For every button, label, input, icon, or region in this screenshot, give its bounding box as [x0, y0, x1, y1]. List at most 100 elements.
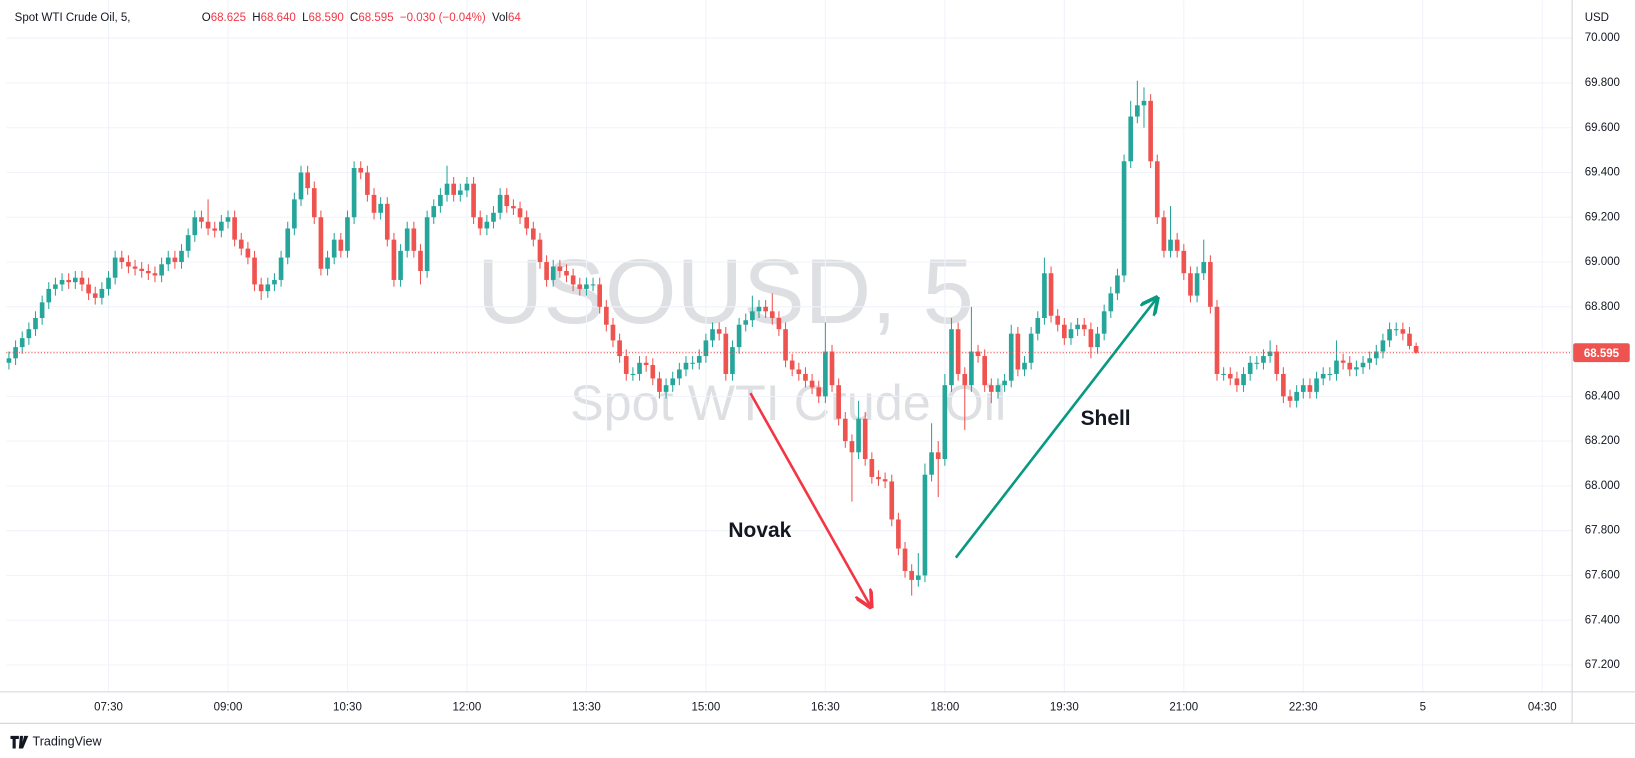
candle-body: [424, 217, 430, 271]
candle-body: [949, 329, 954, 386]
candle-body: [1042, 273, 1047, 319]
candle-body: [829, 351, 835, 386]
candle-body: [225, 217, 231, 222]
candle-body: [6, 358, 12, 363]
candle-body: [325, 257, 330, 269]
candle-body: [464, 183, 470, 191]
candle-body: [590, 284, 596, 286]
candle-body: [1347, 362, 1353, 370]
candle-body: [1161, 217, 1167, 251]
candle-body: [756, 306, 762, 312]
candle-body: [66, 279, 72, 283]
candle-body: [962, 373, 968, 386]
y-tick-label: 69.800: [1585, 77, 1620, 89]
candle-body: [617, 340, 622, 357]
candle-body: [723, 333, 729, 374]
candle-body: [86, 284, 91, 294]
candle-body: [179, 250, 184, 263]
candle-body: [53, 284, 58, 289]
y-tick-label: 69.200: [1585, 211, 1620, 223]
candle-body: [623, 356, 629, 374]
candle-body: [106, 277, 111, 289]
x-tick-label: 04:30: [1528, 702, 1557, 714]
candle-body: [318, 217, 324, 269]
candle-body: [404, 228, 410, 251]
candle-body: [1327, 373, 1333, 376]
ohlc-key: C: [350, 12, 358, 24]
candle-body: [570, 275, 576, 285]
arrow-up: [954, 298, 1157, 559]
candle-body: [1188, 273, 1193, 296]
x-tick-label: 13:30: [572, 702, 601, 714]
candle-body: [265, 284, 271, 292]
candle-body: [1062, 324, 1067, 339]
candle-body: [1267, 351, 1273, 357]
candle-body: [345, 217, 350, 251]
candle-body: [750, 311, 755, 321]
candle-body: [995, 385, 1001, 392]
candle-body: [763, 306, 768, 312]
candle-body: [99, 288, 105, 298]
candle-body: [258, 284, 264, 292]
candle-body: [902, 548, 908, 571]
candle-body: [670, 378, 676, 386]
candle-body: [544, 262, 549, 280]
candle-body: [1227, 373, 1233, 379]
x-tick-label: 10:30: [333, 702, 362, 714]
brand-logo[interactable]: [10, 735, 29, 749]
candle-body: [1002, 380, 1007, 386]
candle-body: [278, 257, 284, 280]
candle-body: [663, 385, 669, 392]
candle-body: [1320, 373, 1326, 379]
candle-body: [577, 284, 583, 289]
candle-body: [126, 262, 131, 267]
candle-body: [882, 479, 888, 482]
candle-body: [1334, 360, 1339, 374]
y-tick-label: 68.200: [1585, 435, 1620, 447]
candle-body: [192, 217, 198, 236]
candle-body: [1221, 373, 1226, 376]
candle-body: [298, 172, 304, 200]
candle-body: [657, 378, 662, 392]
candle-body: [1068, 329, 1074, 339]
candle-body: [59, 279, 65, 285]
candle-body: [245, 248, 251, 258]
candle-body: [238, 239, 244, 249]
candle-body: [1168, 239, 1173, 251]
candle-body: [112, 257, 118, 278]
candle-body: [1314, 378, 1319, 392]
candle-body: [803, 373, 808, 381]
watermark-subtitle: Spot WTI Crude Oil: [570, 374, 1006, 431]
candle-body: [1101, 311, 1107, 334]
candle-body: [418, 250, 423, 271]
candle-body: [1128, 116, 1134, 162]
candle-body: [842, 418, 848, 442]
candle-body: [431, 206, 437, 218]
candle-body: [1135, 105, 1140, 117]
candle-body: [557, 266, 563, 271]
x-tick-label: 18:00: [930, 702, 959, 714]
candle-body: [789, 360, 795, 370]
candle-body: [199, 217, 204, 222]
candle-body: [537, 239, 543, 263]
candle-body: [1300, 385, 1306, 392]
candle-body: [1015, 333, 1021, 370]
candle-body: [497, 194, 503, 213]
x-tick-label: 19:30: [1050, 702, 1079, 714]
candle-body: [457, 190, 463, 195]
candle-body: [152, 273, 158, 276]
candle-body: [710, 329, 715, 341]
change: −0.030 (−0.04%): [400, 12, 486, 24]
candle-body: [1261, 356, 1266, 363]
brand-name[interactable]: TradingView: [32, 734, 102, 748]
candle-body: [524, 217, 530, 229]
candle-body: [969, 351, 974, 386]
candle-body: [1274, 351, 1280, 374]
candle-body: [1234, 378, 1240, 386]
candle-body: [1121, 161, 1127, 276]
y-tick-label: 67.400: [1585, 614, 1620, 626]
candle-body: [33, 318, 38, 330]
candle-body: [444, 183, 450, 195]
legend-header: Spot WTI Crude Oil, 5, O 68.625 H 68.640 L 68.…: [15, 12, 522, 24]
